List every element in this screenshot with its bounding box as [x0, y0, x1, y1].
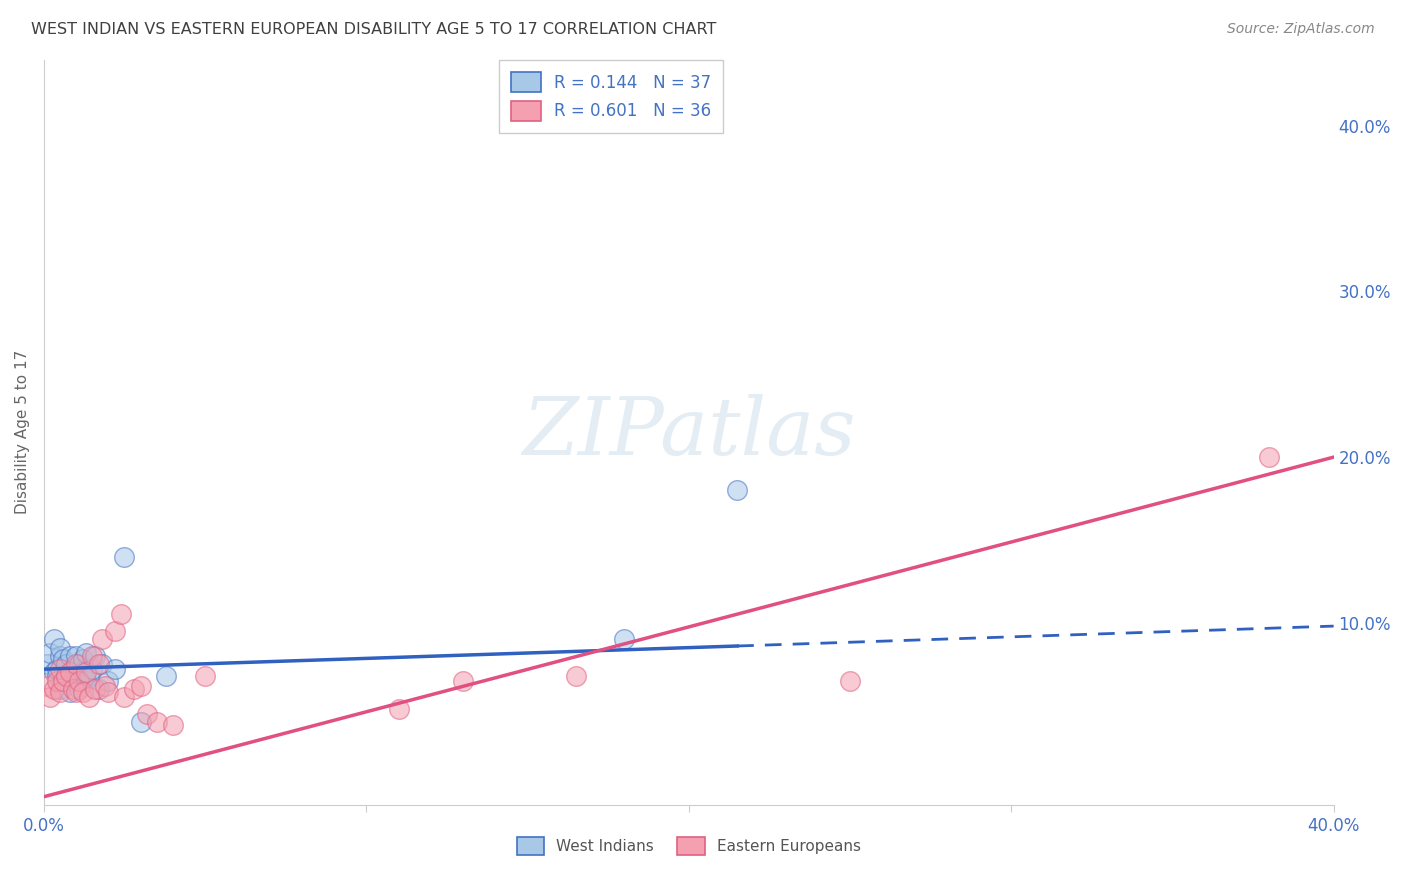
- Point: [613, 632, 636, 647]
- Point: [67, 681, 90, 696]
- Y-axis label: Disability Age 5 to 17: Disability Age 5 to 17: [15, 351, 30, 515]
- Point: [155, 669, 177, 683]
- Point: [65, 669, 87, 683]
- Point: [62, 681, 84, 696]
- Point: [97, 673, 120, 688]
- Point: [114, 690, 136, 705]
- Point: [122, 681, 145, 696]
- Point: [62, 662, 84, 676]
- Point: [72, 652, 94, 666]
- Point: [52, 652, 75, 666]
- Point: [451, 673, 474, 688]
- Point: [72, 685, 94, 699]
- Point: [49, 685, 72, 699]
- Point: [75, 673, 97, 688]
- Text: WEST INDIAN VS EASTERN EUROPEAN DISABILITY AGE 5 TO 17 CORRELATION CHART: WEST INDIAN VS EASTERN EUROPEAN DISABILI…: [31, 22, 716, 37]
- Point: [87, 657, 110, 672]
- Point: [104, 624, 127, 638]
- Point: [55, 657, 77, 672]
- Point: [59, 665, 82, 680]
- Point: [136, 706, 159, 721]
- Point: [65, 685, 87, 699]
- Point: [59, 685, 82, 699]
- Point: [72, 665, 94, 680]
- Point: [55, 669, 77, 683]
- Point: [45, 673, 67, 688]
- Point: [77, 690, 100, 705]
- Point: [42, 665, 65, 680]
- Point: [49, 648, 72, 663]
- Point: [725, 483, 748, 498]
- Point: [77, 669, 100, 683]
- Point: [90, 632, 112, 647]
- Point: [129, 715, 152, 730]
- Point: [52, 673, 75, 688]
- Point: [110, 607, 132, 622]
- Point: [90, 657, 112, 672]
- Point: [387, 702, 409, 716]
- Point: [39, 690, 62, 705]
- Point: [84, 648, 107, 663]
- Point: [839, 673, 862, 688]
- Point: [114, 549, 136, 564]
- Point: [82, 662, 104, 676]
- Point: [45, 669, 67, 683]
- Point: [37, 679, 59, 693]
- Point: [59, 648, 82, 663]
- Legend: West Indians, Eastern Europeans: West Indians, Eastern Europeans: [508, 828, 870, 864]
- Point: [145, 715, 167, 730]
- Point: [62, 673, 84, 688]
- Point: [65, 648, 87, 663]
- Point: [49, 640, 72, 655]
- Text: Source: ZipAtlas.com: Source: ZipAtlas.com: [1227, 22, 1375, 37]
- Point: [42, 681, 65, 696]
- Point: [55, 669, 77, 683]
- Point: [162, 718, 184, 732]
- Point: [97, 685, 120, 699]
- Point: [52, 673, 75, 688]
- Point: [75, 646, 97, 660]
- Point: [87, 681, 110, 696]
- Point: [565, 669, 588, 683]
- Point: [67, 673, 90, 688]
- Point: [39, 646, 62, 660]
- Point: [45, 662, 67, 676]
- Point: [94, 679, 117, 693]
- Point: [49, 681, 72, 696]
- Point: [84, 681, 107, 696]
- Point: [104, 662, 127, 676]
- Point: [65, 657, 87, 672]
- Point: [194, 669, 217, 683]
- Point: [37, 657, 59, 672]
- Point: [82, 648, 104, 663]
- Point: [42, 632, 65, 647]
- Point: [67, 657, 90, 672]
- Point: [1258, 450, 1281, 464]
- Point: [49, 662, 72, 676]
- Point: [75, 665, 97, 680]
- Text: ZIPatlas: ZIPatlas: [522, 393, 855, 471]
- Point: [129, 679, 152, 693]
